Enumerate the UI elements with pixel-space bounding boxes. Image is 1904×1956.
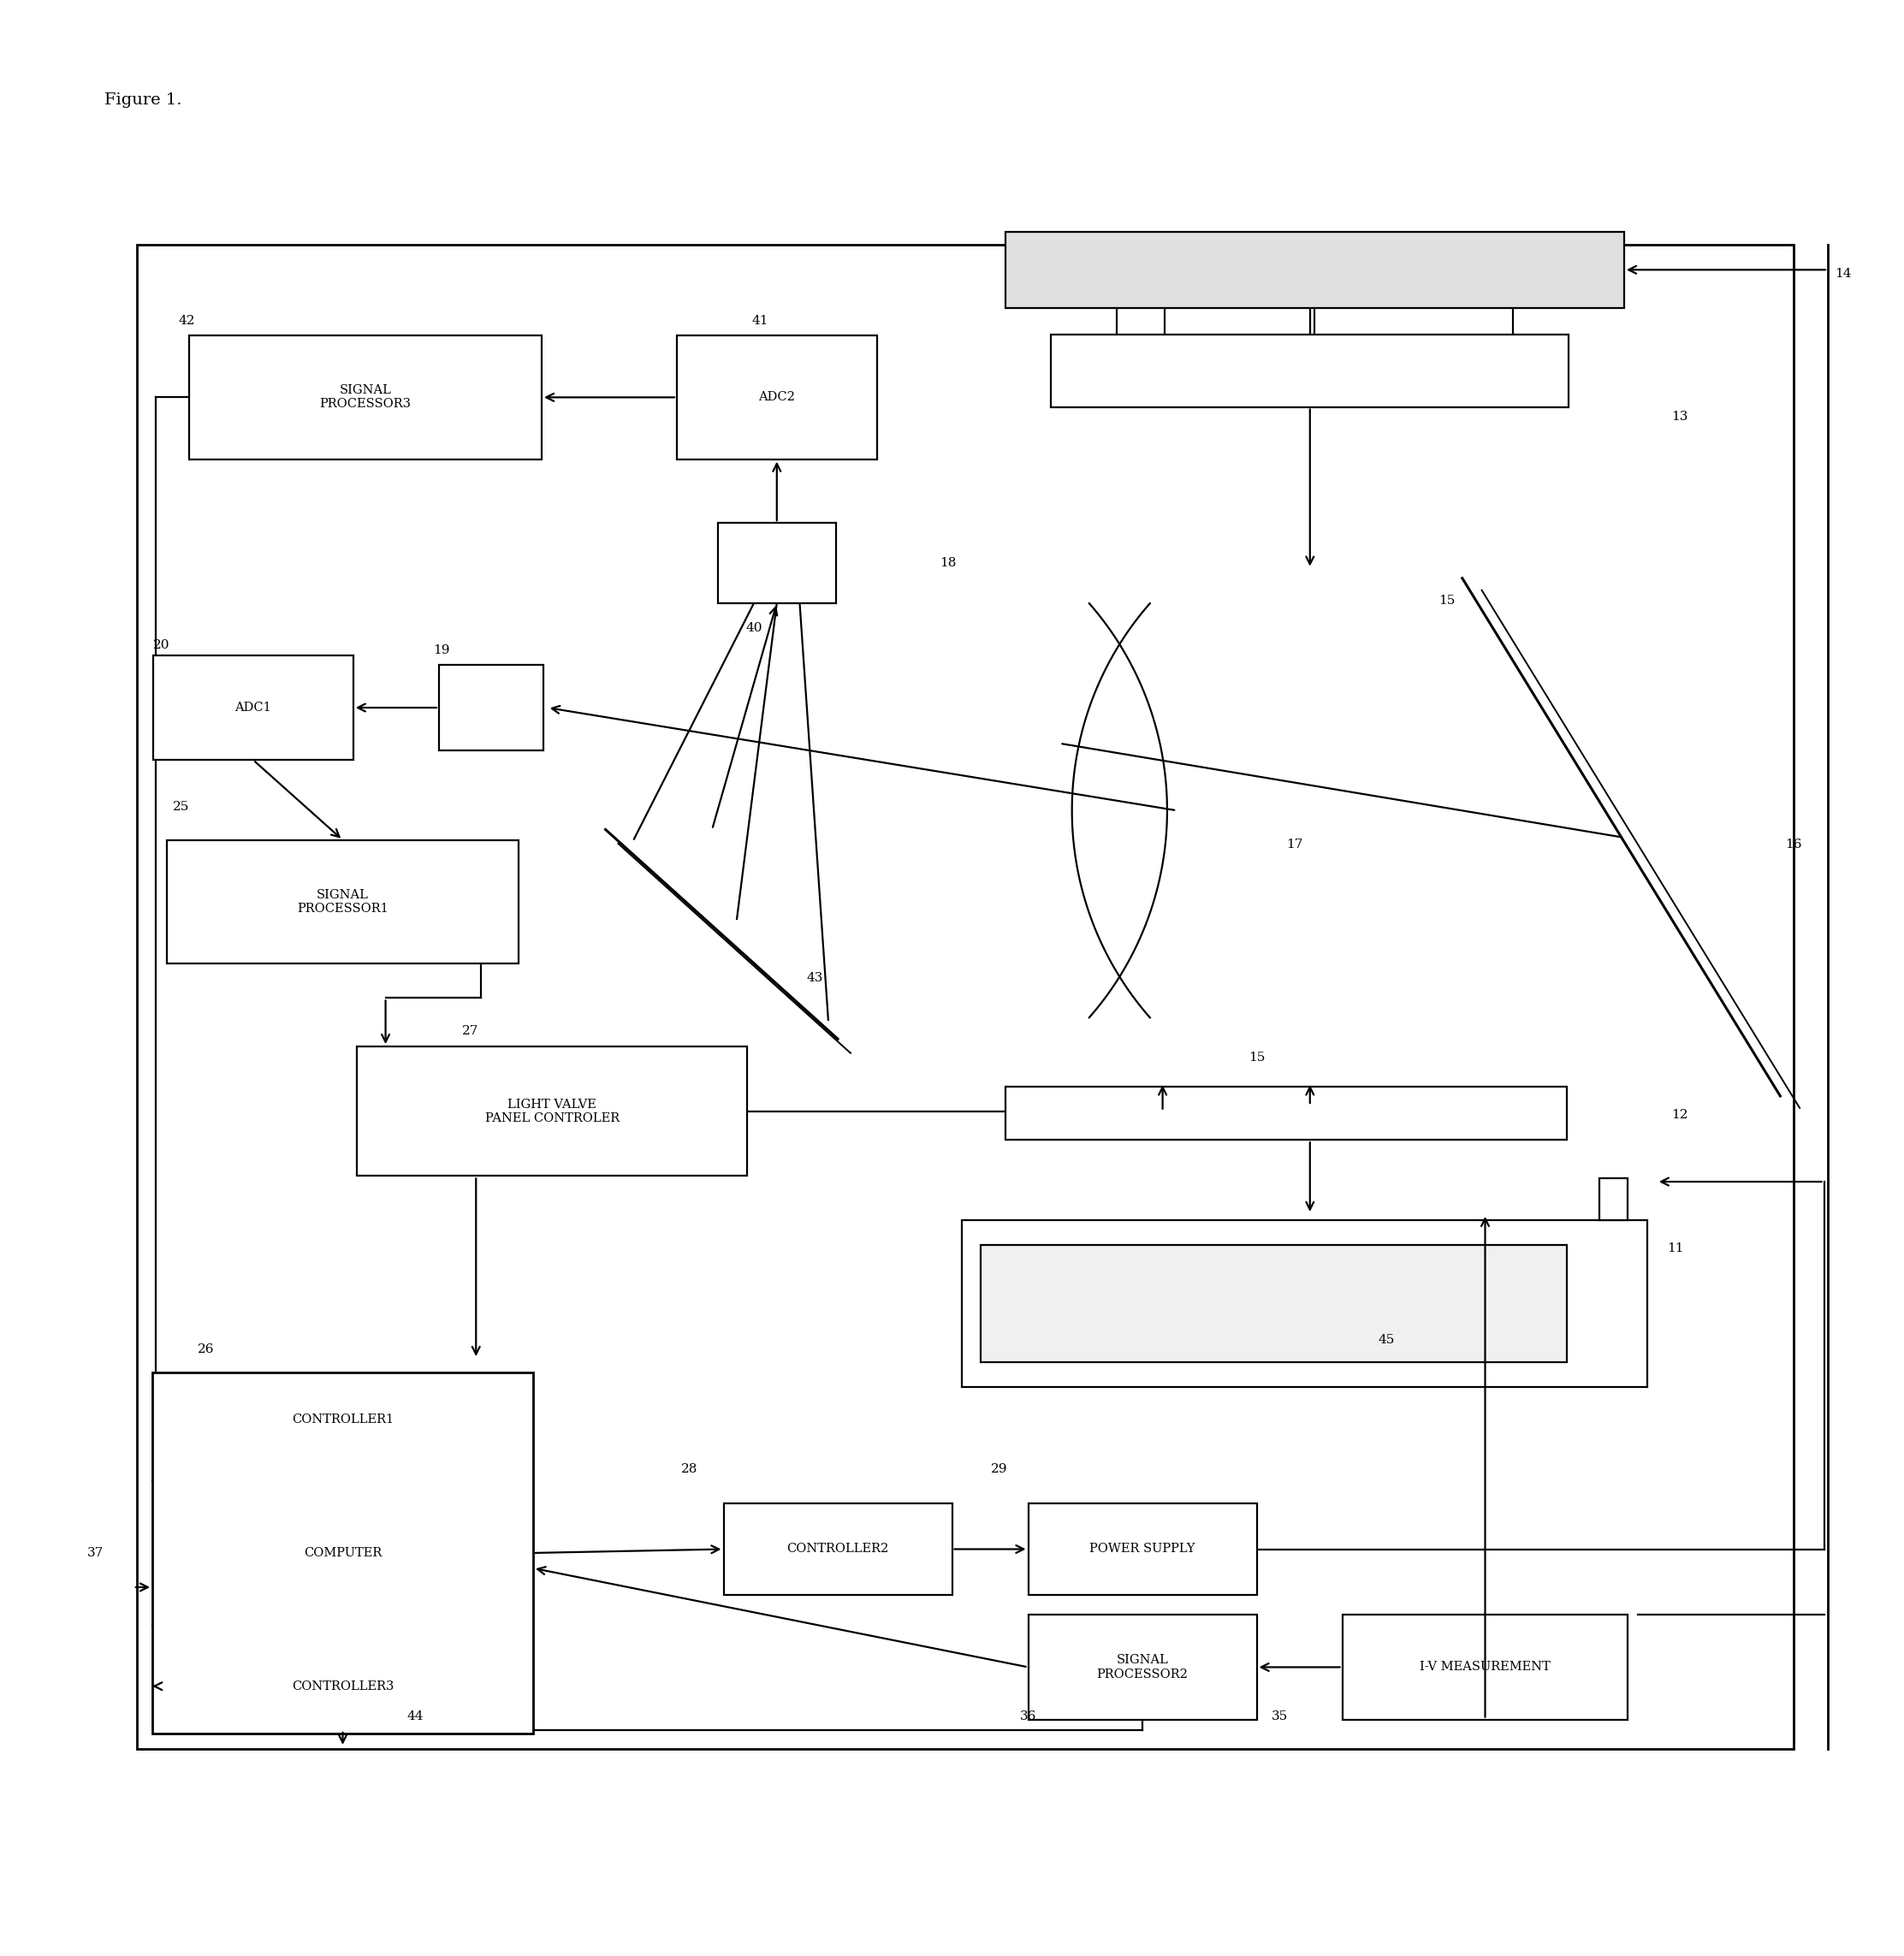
Text: LIGHT VALVE
PANEL CONTROLER: LIGHT VALVE PANEL CONTROLER (486, 1099, 619, 1125)
Text: I-V MEASUREMENT: I-V MEASUREMENT (1420, 1661, 1550, 1672)
Text: 13: 13 (1672, 411, 1687, 422)
Text: 25: 25 (173, 800, 188, 812)
Text: CONTROLLER1: CONTROLLER1 (291, 1414, 394, 1426)
Text: POWER SUPPLY: POWER SUPPLY (1089, 1543, 1196, 1555)
Bar (962, 1221, 1647, 1387)
Bar (137, 244, 1794, 1749)
Text: 40: 40 (746, 622, 762, 634)
Text: 12: 12 (1672, 1109, 1687, 1121)
Text: CONTROLLER2: CONTROLLER2 (786, 1543, 889, 1555)
Bar (1028, 1616, 1257, 1719)
Text: 15: 15 (1439, 595, 1455, 606)
Text: ADC1: ADC1 (234, 702, 272, 714)
Text: ADC2: ADC2 (758, 391, 796, 403)
Bar (440, 665, 545, 751)
Text: 36: 36 (1021, 1712, 1036, 1723)
Bar (1051, 334, 1569, 407)
Text: 42: 42 (179, 315, 194, 327)
Text: 37: 37 (88, 1547, 103, 1559)
Text: 15: 15 (1249, 1052, 1264, 1064)
Text: 17: 17 (1287, 839, 1302, 851)
Text: 26: 26 (198, 1344, 213, 1356)
Text: 11: 11 (1668, 1242, 1683, 1254)
Bar (1005, 1086, 1567, 1140)
Text: 19: 19 (434, 645, 449, 657)
Text: SIGNAL
PROCESSOR1: SIGNAL PROCESSOR1 (297, 888, 388, 915)
Bar (981, 1244, 1567, 1363)
Text: 41: 41 (752, 315, 767, 327)
Bar (1599, 1178, 1628, 1221)
Bar (718, 522, 836, 602)
Bar (678, 336, 876, 460)
Bar (190, 336, 541, 460)
Bar (1005, 231, 1624, 307)
Bar (152, 1371, 533, 1733)
Bar (154, 655, 354, 761)
Text: CONTROLLER3: CONTROLLER3 (291, 1680, 394, 1692)
Text: COMPUTER: COMPUTER (303, 1547, 383, 1559)
Text: SIGNAL
PROCESSOR3: SIGNAL PROCESSOR3 (320, 385, 411, 411)
Text: 43: 43 (807, 972, 823, 984)
Text: 16: 16 (1786, 839, 1801, 851)
Text: 29: 29 (992, 1463, 1007, 1475)
Bar (358, 1046, 746, 1176)
Text: 44: 44 (407, 1712, 423, 1723)
Text: SIGNAL
PROCESSOR2: SIGNAL PROCESSOR2 (1097, 1655, 1188, 1680)
Text: 14: 14 (1835, 268, 1851, 280)
Bar (724, 1504, 952, 1594)
Text: 35: 35 (1272, 1712, 1287, 1723)
Text: 18: 18 (941, 557, 956, 569)
Text: 20: 20 (154, 640, 169, 651)
Text: 27: 27 (463, 1025, 478, 1037)
Bar (1342, 1616, 1628, 1719)
Bar (168, 839, 518, 964)
Text: 28: 28 (682, 1463, 697, 1475)
Text: Figure 1.: Figure 1. (105, 92, 183, 108)
Bar (1028, 1504, 1257, 1594)
Text: 45: 45 (1378, 1334, 1394, 1346)
